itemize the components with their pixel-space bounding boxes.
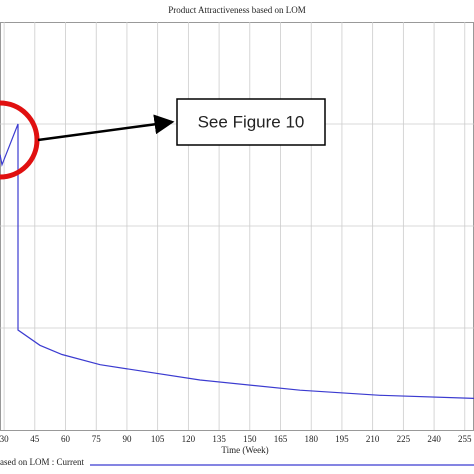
x-tick-label: 195 <box>335 434 349 444</box>
x-tick-label: 60 <box>61 434 71 444</box>
annotation: See Figure 10 <box>198 112 305 131</box>
annotation-box <box>176 98 326 146</box>
legend-label: ased on LOM : Current <box>0 457 84 467</box>
chart-title: Product Attractiveness based on LOM <box>168 5 305 15</box>
x-tick-label: 90 <box>122 434 132 444</box>
x-tick-label: 255 <box>458 434 472 444</box>
arrow <box>37 114 175 142</box>
data-line <box>0 123 474 399</box>
x-tick-label: 45 <box>30 434 40 444</box>
x-tick-label: 225 <box>397 434 411 444</box>
plot-frame <box>0 22 474 431</box>
x-tick-label: 210 <box>366 434 380 444</box>
x-tick-label: 165 <box>274 434 288 444</box>
x-tick-label: 240 <box>427 434 441 444</box>
grid <box>0 22 474 430</box>
x-axis-label: Time (Week) <box>221 445 268 455</box>
x-tick-label: 75 <box>92 434 102 444</box>
x-tick-label: 135 <box>212 434 226 444</box>
x-tick-label: 180 <box>304 434 318 444</box>
highlight-circle <box>0 100 40 180</box>
marks <box>0 123 474 399</box>
x-tick-label: 150 <box>243 434 257 444</box>
x-tick-label: 30 <box>0 434 9 444</box>
x-tick-label: 105 <box>151 434 165 444</box>
x-tick-label: 120 <box>182 434 196 444</box>
